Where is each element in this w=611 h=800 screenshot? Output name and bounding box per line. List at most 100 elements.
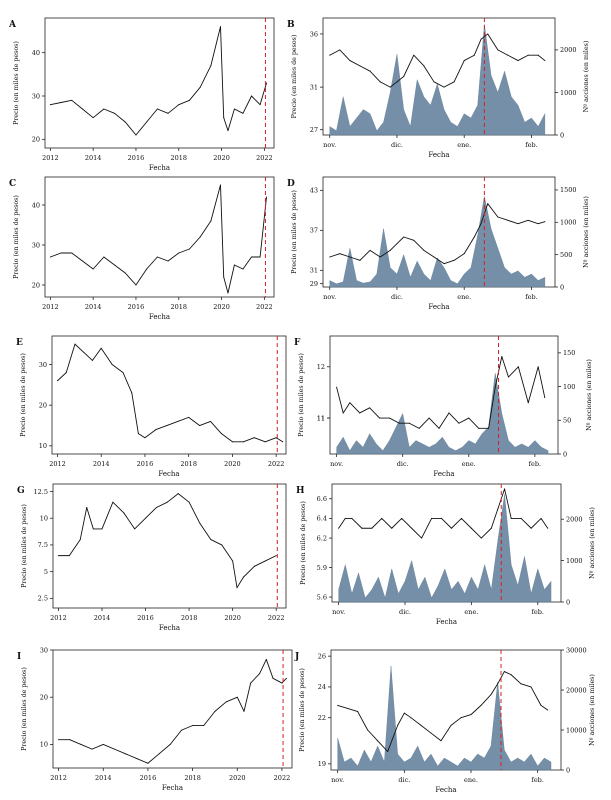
x-tick-label-e: 2014 (93, 460, 110, 468)
price-point-e (166, 425, 168, 427)
x-tick-label-g: 2014 (94, 614, 111, 622)
price-point-e (65, 372, 67, 374)
price-point-i (281, 682, 283, 684)
price-point-c (199, 236, 201, 238)
price-point-e (210, 420, 212, 422)
y2-tick-label-f: 50 (563, 417, 571, 425)
x-tick-label-h: ene. (464, 608, 478, 616)
y-tick-label-a: 40 (32, 49, 40, 57)
price-line-d (329, 203, 546, 265)
price-point-a (71, 99, 73, 101)
price-point-f (448, 412, 450, 414)
price-point-b (349, 60, 351, 62)
price-point-i (169, 743, 171, 745)
y-tick-label-f: 12 (317, 363, 325, 371)
x-axis-title-j: Fecha (435, 786, 456, 794)
price-point-e (231, 441, 233, 443)
price-point-e (83, 351, 85, 353)
price-point-c (167, 260, 169, 262)
price-point-e (177, 420, 179, 422)
y-tick-label-g: 12.5 (34, 488, 48, 496)
y-tick-label-h: 6.4 (317, 515, 327, 523)
y2-tick-label-d: 1000 (560, 219, 577, 227)
price-point-d (487, 203, 489, 205)
x-tick-label-e: 2012 (49, 460, 66, 468)
price-point-e (91, 359, 93, 361)
price-point-h (510, 517, 512, 519)
price-point-d (517, 223, 519, 225)
price-point-j (520, 683, 522, 685)
y-tick-label-e: 10 (39, 442, 47, 450)
panel-label-a: A (8, 20, 17, 30)
price-point-a (210, 65, 212, 67)
y-tick-label-b: 31 (310, 83, 318, 91)
price-point-b (369, 70, 371, 72)
y2-tick-label-d: 1500 (560, 186, 577, 194)
y-tick-label-f: 11 (317, 414, 325, 422)
y2-tick-label-d: 0 (560, 283, 564, 291)
price-point-a (188, 99, 190, 101)
price-point-j (450, 724, 452, 726)
price-point-b (527, 54, 529, 56)
price-point-c (103, 256, 105, 258)
x-axis-title-f: Fecha (433, 470, 454, 478)
price-point-i (214, 710, 216, 712)
price-point-b (433, 81, 435, 83)
x-tick-label-b: nov. (323, 141, 336, 149)
y2-tick-label-j: 30000 (566, 646, 587, 654)
x-tick-label-f: ene. (462, 460, 476, 468)
price-point-j (530, 686, 532, 688)
price-point-f (336, 386, 338, 388)
price-point-j (503, 671, 505, 673)
price-point-i (147, 762, 149, 764)
price-point-h (470, 527, 472, 529)
y2-axis-title-d: Nº acciones (en miles) (583, 196, 590, 268)
x-tick-label-g: 2018 (181, 614, 198, 622)
price-line-j (337, 671, 548, 752)
price-point-h (371, 527, 373, 529)
price-point-d (379, 256, 381, 258)
y2-tick-label-b: 1000 (560, 89, 577, 97)
y2-tick-label-f: 100 (563, 383, 575, 391)
price-point-d (507, 219, 509, 221)
price-point-g (264, 560, 266, 562)
y-tick-label-e: 30 (39, 361, 47, 369)
price-point-e (131, 392, 133, 394)
price-point-g (177, 493, 179, 495)
price-point-g (253, 565, 255, 567)
y-tick-label-i: 20 (40, 694, 48, 702)
y2-tick-label-j: 0 (566, 766, 570, 774)
y-tick-label-h: 5.9 (317, 564, 327, 572)
price-point-g (236, 587, 238, 589)
panel-a: A 2012 2014 2016 2018 2020 2022 20 30 40 Fecha Prec… (8, 17, 275, 172)
price-point-i (91, 748, 93, 750)
price-point-g (101, 528, 103, 530)
x-tick-label-g: 2020 (224, 614, 241, 622)
price-point-f (494, 386, 496, 388)
price-point-f (544, 397, 546, 399)
x-tick-label-a: 2018 (170, 154, 187, 162)
price-point-g (68, 555, 70, 557)
x-tick-label-a: 2020 (213, 154, 230, 162)
y-axis-title-e: Precio (en miles de pesos) (20, 353, 27, 437)
price-point-j (420, 724, 422, 726)
panel-label-j: J (294, 652, 299, 662)
price-point-j (357, 711, 359, 713)
x-tick-label-g: 2016 (137, 614, 154, 622)
y-tick-label-h: 6.6 (317, 495, 327, 503)
price-point-b (329, 54, 331, 56)
x-tick-label-b: dic. (391, 141, 403, 149)
price-point-j (490, 694, 492, 696)
y-tick-label-j: 19 (318, 760, 326, 768)
x-tick-label-i: 2022 (274, 774, 291, 782)
price-point-b (544, 60, 546, 62)
price-point-i (102, 743, 104, 745)
y-tick-label-a: 30 (32, 92, 40, 100)
price-point-i (243, 710, 245, 712)
price-point-c (178, 252, 180, 254)
y-tick-label-h: 6.2 (317, 534, 327, 542)
y-axis-title-g: Precio (en miles de pesos) (21, 504, 28, 588)
price-point-j (367, 729, 369, 731)
